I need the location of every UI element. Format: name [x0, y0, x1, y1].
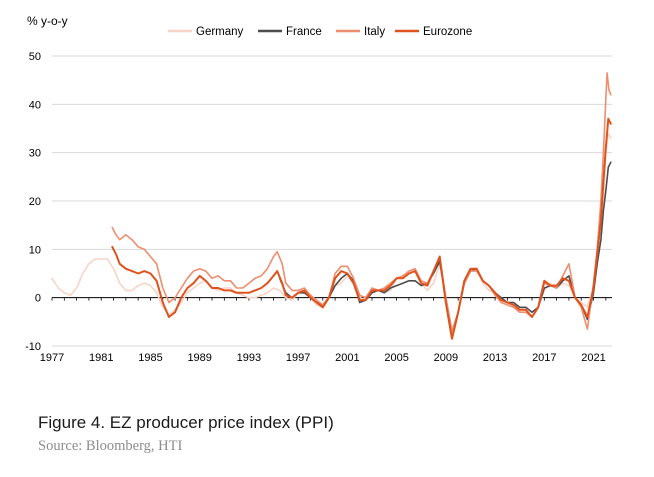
y-tick-label: -10 — [25, 341, 41, 353]
y-axis-label: % y-o-y — [27, 14, 68, 28]
figure-source: Source: Bloomberg, HTI — [38, 438, 183, 454]
x-tick-label: 1989 — [187, 352, 211, 364]
x-tick-label: 1985 — [138, 352, 162, 364]
series-line-germany — [51, 132, 612, 335]
chart: % y-o-y Germany France Italy Eurozone 50 40 3… — [25, 14, 612, 364]
figure-caption: Figure 4. EZ producer price index (PPI) — [38, 413, 334, 432]
series-lines — [51, 72, 612, 340]
x-tick-label: 1997 — [286, 352, 310, 364]
x-tick-label: 1977 — [40, 352, 64, 364]
x-tick-label: 1981 — [89, 352, 113, 364]
y-tick-label: 50 — [29, 51, 41, 63]
y-tick-label: 40 — [29, 99, 41, 111]
x-tick-label: 2001 — [335, 352, 359, 364]
y-tick-label: 10 — [29, 244, 41, 256]
gridlines — [52, 55, 612, 347]
x-tick-label: 2021 — [581, 352, 605, 364]
legend-label-france: France — [286, 26, 322, 38]
legend-label-italy: Italy — [364, 26, 385, 38]
y-tick-label: 20 — [29, 196, 41, 208]
x-axis-ticks: 1977 1981 1985 1989 1993 1997 2001 2005 2009 2013… — [40, 352, 606, 364]
y-tick-label: 0 — [35, 293, 41, 305]
x-tick-label: 2017 — [532, 352, 556, 364]
x-tick-label: 2009 — [434, 352, 458, 364]
x-tick-label: 2005 — [384, 352, 408, 364]
x-axis — [51, 297, 612, 301]
series-line-france — [278, 161, 612, 333]
legend: Germany France Italy Eurozone — [168, 26, 472, 38]
legend-label-eurozone: Eurozone — [423, 26, 472, 38]
y-axis-ticks: 50 40 30 20 10 0 -10 — [25, 51, 41, 353]
x-tick-label: 1993 — [237, 352, 261, 364]
y-tick-label: 30 — [29, 148, 41, 160]
series-line-eurozone — [111, 117, 612, 340]
x-tick-label: 2013 — [483, 352, 507, 364]
legend-label-germany: Germany — [196, 26, 244, 38]
